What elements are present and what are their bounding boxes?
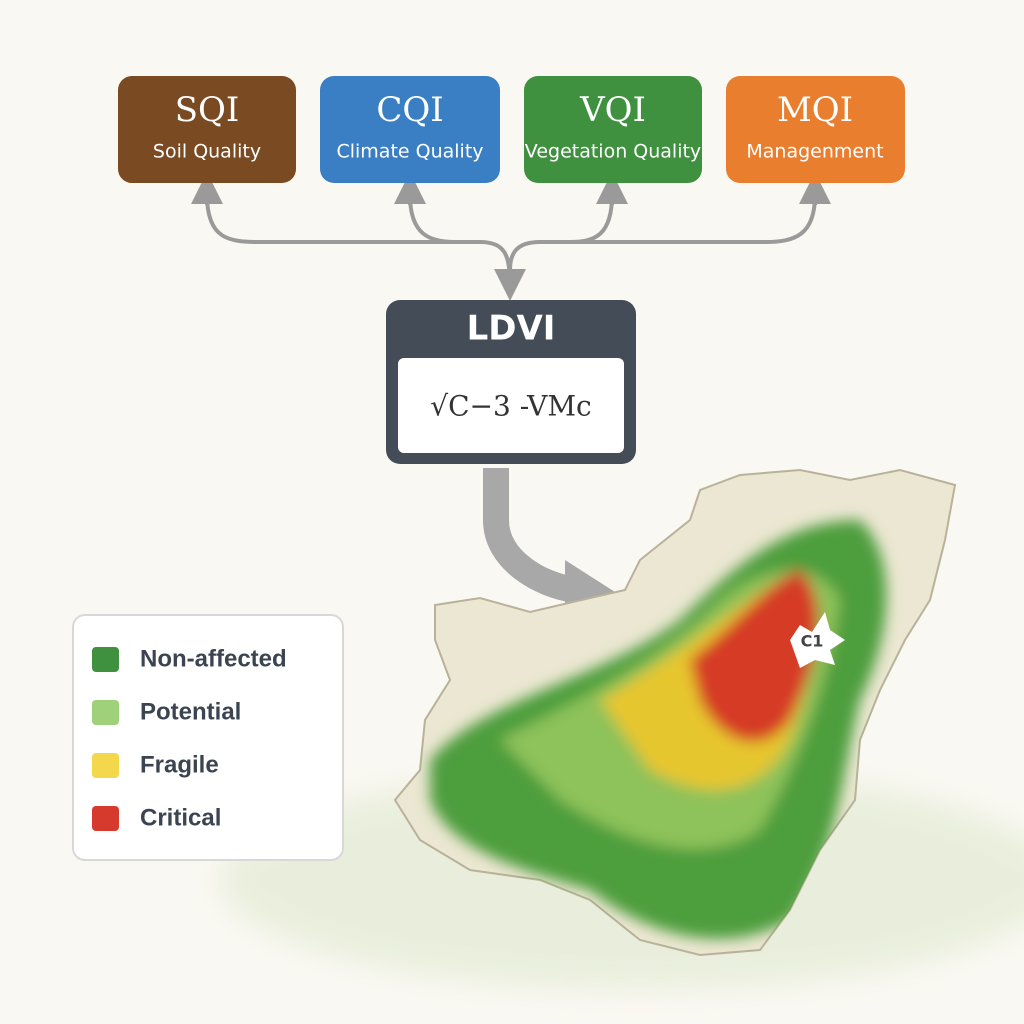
node-box: [320, 76, 500, 183]
legend-swatch: [92, 806, 119, 831]
map: C1: [393, 468, 957, 957]
node-cqi: CQI Climate Quality: [320, 76, 500, 183]
legend-label: Potential: [140, 698, 241, 725]
ldvi-formula: √C−3 -VMc: [430, 390, 591, 423]
node-box: [726, 76, 905, 183]
legend: Non-affected Potential Fragile Critical: [72, 614, 344, 861]
node-box: [118, 76, 296, 183]
legend-swatch: [92, 753, 119, 778]
legend-label: Critical: [140, 804, 221, 831]
node-code: VQI: [579, 90, 646, 130]
legend-label: Non-affected: [140, 645, 287, 672]
legend-swatch: [92, 700, 119, 725]
ldvi-box: LDVI √C−3 -VMc: [386, 300, 636, 464]
node-mqi: MQI Managenment: [726, 76, 905, 183]
node-label: Climate Quality: [336, 141, 483, 163]
zone-critical: [690, 570, 819, 742]
marker-star: [790, 612, 845, 668]
legend-box: [72, 614, 344, 861]
node-code: SQI: [175, 90, 240, 130]
node-sqi: SQI Soil Quality: [118, 76, 296, 183]
node-code: CQI: [376, 90, 443, 130]
node-label: Soil Quality: [153, 141, 261, 163]
flow-arrow-head: [565, 560, 615, 610]
node-vqi: VQI Vegetation Quality: [524, 76, 702, 183]
node-code: MQI: [777, 90, 853, 130]
map-label: C1: [801, 632, 824, 651]
flow-arrow: [483, 468, 578, 603]
node-label: Managenment: [746, 141, 883, 163]
ldvi-title: LDVI: [467, 309, 556, 349]
ldvi-body: [398, 358, 624, 453]
connectors: [191, 172, 831, 301]
legend-label: Fragile: [140, 751, 219, 778]
node-box: [524, 76, 702, 183]
node-label: Vegetation Quality: [525, 141, 701, 163]
legend-swatch: [92, 647, 119, 672]
